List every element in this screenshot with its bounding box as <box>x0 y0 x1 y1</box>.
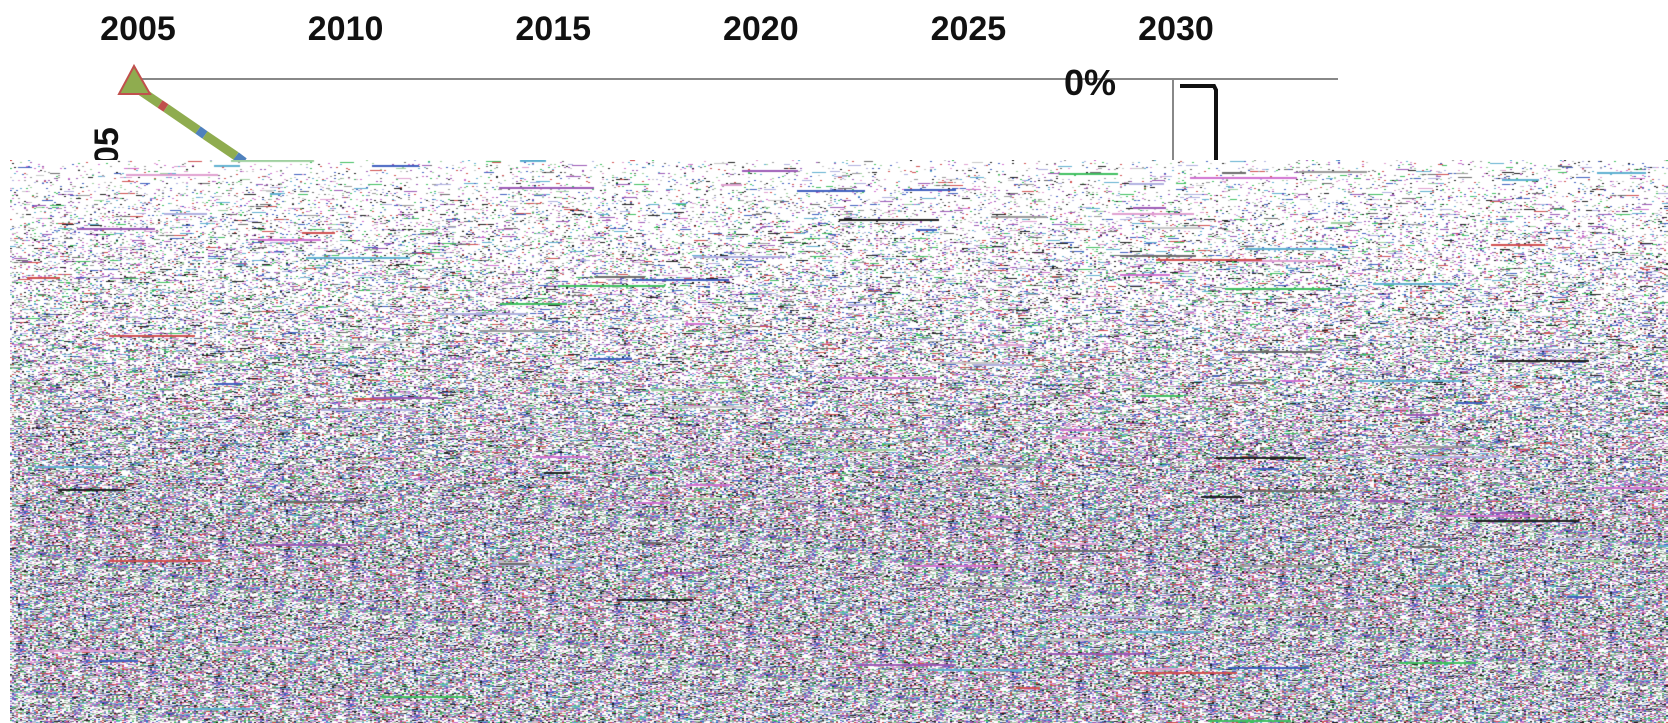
x-tick-label-2010: 2010 <box>308 10 384 48</box>
x-tick-label-2025: 2025 <box>931 10 1007 48</box>
bracket-marker <box>1180 84 1218 165</box>
noise-overlay <box>10 160 1668 723</box>
y-axis-label-fragment: 05 <box>88 127 126 165</box>
series-marker-2005 <box>117 63 152 95</box>
series-line-segment-2 <box>163 104 201 134</box>
x-tick-label-2020: 2020 <box>723 10 799 48</box>
series-line-segment-3 <box>195 126 208 139</box>
y-tick-label-0: 0% <box>1064 62 1116 103</box>
series-line-segment-4 <box>202 131 239 160</box>
x-tick-label-2015: 2015 <box>515 10 591 48</box>
x-tick-label-2005: 2005 <box>100 10 176 48</box>
x-tick-label-2030: 2030 <box>1138 10 1214 48</box>
series-line-segment-1 <box>157 100 169 112</box>
series-line <box>129 81 247 166</box>
x-axis-ticks: 2005 2010 2015 2020 2025 2030 <box>100 10 1214 48</box>
